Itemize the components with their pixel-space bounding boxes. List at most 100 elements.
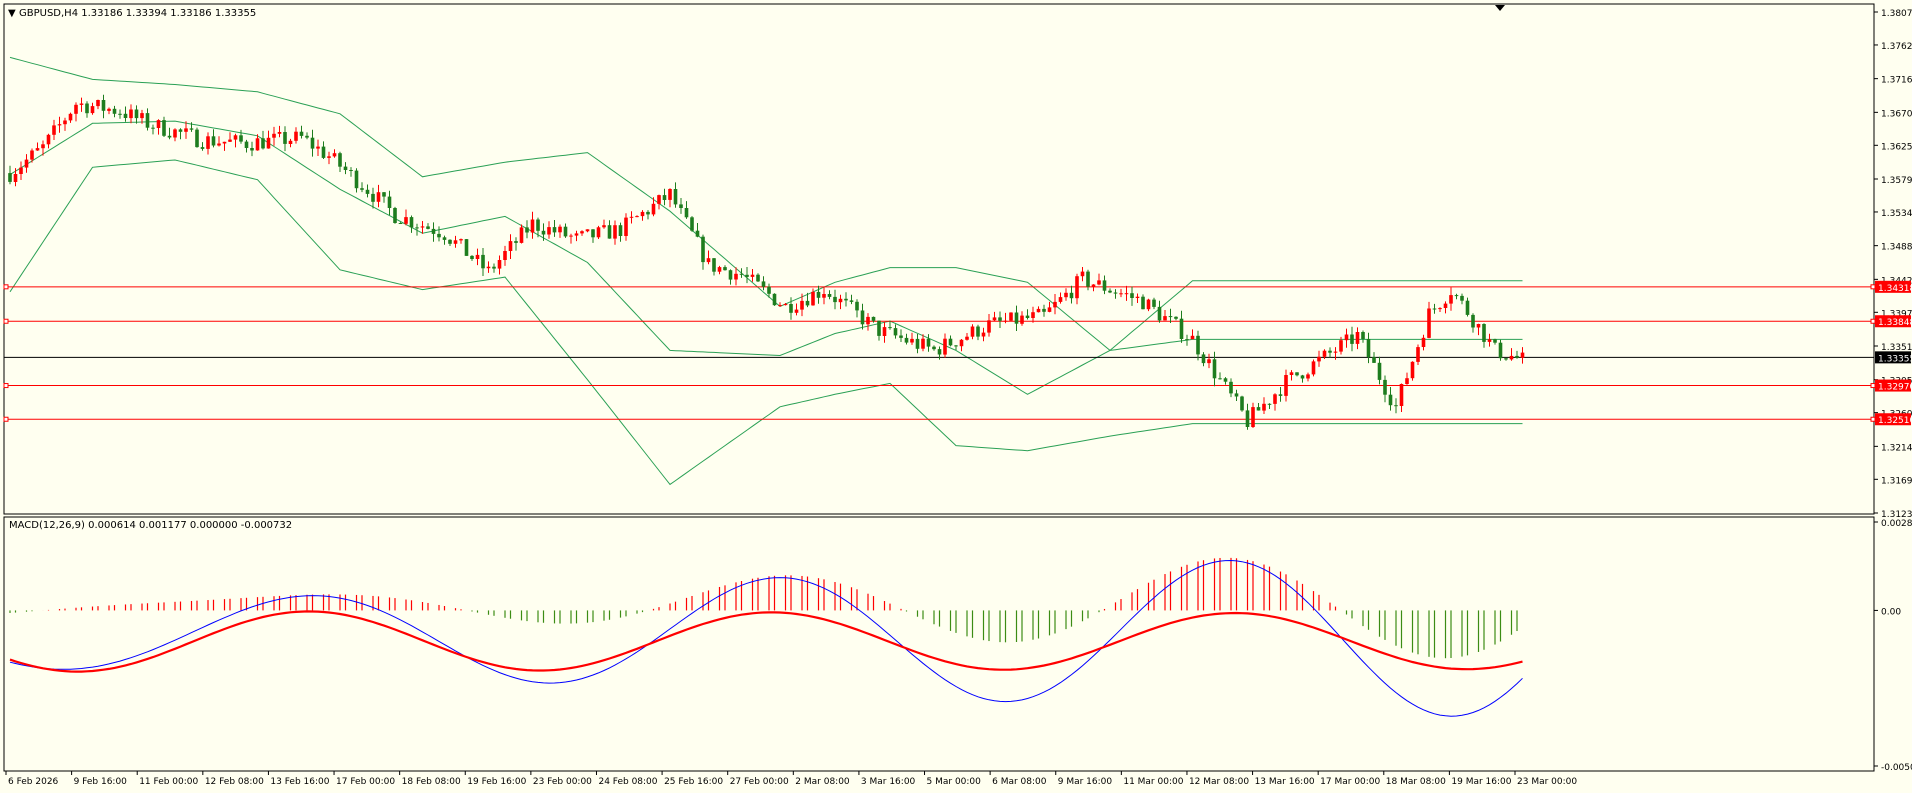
level-handle[interactable]: [3, 416, 9, 422]
candle-body: [1493, 339, 1497, 343]
macd-tick-label: 0.00: [1881, 607, 1901, 617]
candle: [134, 105, 139, 124]
candle: [294, 127, 298, 144]
candle-body: [1003, 320, 1008, 322]
candle: [904, 333, 909, 345]
candle: [453, 235, 458, 248]
candle-body: [1234, 393, 1239, 397]
price-tick-label: 1.32140: [1881, 443, 1912, 453]
candle-body: [1020, 315, 1024, 324]
candle-body: [1306, 374, 1310, 379]
time-tick-label: 19 Feb 16:00: [467, 777, 526, 787]
candle-body: [761, 281, 766, 287]
level-handle[interactable]: [3, 318, 9, 324]
candle: [893, 324, 898, 339]
candle: [310, 129, 315, 157]
candle-body: [965, 336, 969, 340]
level-handle[interactable]: [1870, 318, 1876, 324]
candle: [63, 117, 67, 131]
price-tick-label: 1.33510: [1881, 343, 1912, 353]
candle-body: [1377, 362, 1382, 380]
time-tick-label: 18 Feb 08:00: [402, 777, 461, 787]
horizontal-levels[interactable]: [3, 284, 1876, 422]
candle: [1025, 309, 1030, 320]
candle-body: [1267, 403, 1272, 405]
candle: [74, 102, 78, 122]
candle: [926, 334, 931, 352]
candle: [404, 209, 408, 226]
candle: [1317, 350, 1321, 367]
candle-body: [1135, 296, 1140, 298]
candle: [789, 297, 793, 320]
candle-body: [783, 304, 788, 306]
candle: [514, 237, 518, 251]
candle: [1130, 286, 1134, 306]
candle-body: [442, 237, 447, 240]
candle: [1295, 372, 1299, 377]
candle-body: [1465, 300, 1470, 315]
candle-body: [651, 203, 656, 215]
candle: [1102, 275, 1107, 295]
candle-body: [1047, 307, 1052, 312]
candle: [250, 141, 254, 157]
candle-body: [492, 266, 496, 269]
candle-body: [1311, 361, 1316, 375]
candle: [651, 197, 656, 217]
candle: [585, 229, 590, 233]
candle: [1465, 297, 1470, 317]
level-handle[interactable]: [1870, 416, 1876, 422]
candle-body: [1042, 308, 1046, 312]
candle: [30, 148, 34, 163]
candle: [838, 294, 843, 310]
shift-marker-icon[interactable]: [1495, 5, 1505, 11]
candle-body: [272, 133, 276, 138]
level-handle[interactable]: [1870, 383, 1876, 389]
candle: [1003, 312, 1008, 324]
candle: [376, 184, 381, 208]
level-handle[interactable]: [1870, 284, 1876, 290]
candle-body: [871, 316, 876, 321]
candle-body: [1190, 335, 1195, 340]
candle: [805, 292, 810, 308]
time-tick-label: 11 Feb 00:00: [139, 777, 198, 787]
candle-body: [189, 128, 194, 130]
symbol-dropdown-icon[interactable]: ▼: [8, 8, 16, 19]
candle-body: [283, 132, 287, 144]
time-tick-label: 17 Mar 00:00: [1320, 777, 1380, 787]
price-tick-label: 1.37620: [1881, 42, 1912, 52]
level-handle[interactable]: [3, 284, 9, 290]
macd-title: MACD(12,26,9) 0.000614 0.001177 0.000000…: [9, 520, 292, 531]
candle: [96, 99, 100, 110]
candle: [547, 221, 551, 239]
candle: [107, 107, 111, 115]
price-tick-label: 1.36700: [1881, 109, 1912, 119]
candle-body: [552, 227, 557, 233]
candle: [365, 184, 370, 198]
candle: [470, 255, 474, 261]
candle: [1410, 361, 1415, 381]
candle-body: [481, 254, 485, 269]
candle: [1069, 285, 1074, 304]
price-pane[interactable]: 1.38070 1.37620 1.37160 1.36700 1.36250 1.357…: [3, 3, 1912, 520]
candle-body: [1454, 295, 1459, 297]
candle-body: [310, 137, 315, 149]
price-tick-label: 1.38070: [1881, 9, 1912, 19]
candle: [426, 223, 430, 230]
candle: [877, 320, 881, 341]
candle-body: [1394, 405, 1398, 407]
time-tick-label: 9 Feb 16:00: [74, 777, 128, 787]
macd-pane[interactable]: 0.00287 0.00 -0.00505 MACD(12,26,9) 0.0006…: [3, 516, 1912, 773]
candle-body: [1339, 340, 1343, 352]
level-handle[interactable]: [3, 383, 9, 389]
candle: [1405, 372, 1409, 385]
candle: [882, 322, 887, 343]
candle: [1262, 397, 1266, 414]
candle: [19, 161, 23, 180]
candle: [1460, 293, 1464, 305]
level-price-box: [1875, 379, 1911, 392]
candle: [750, 269, 755, 282]
candle-body: [728, 270, 733, 280]
candle: [536, 217, 540, 238]
candle-body: [459, 239, 463, 241]
